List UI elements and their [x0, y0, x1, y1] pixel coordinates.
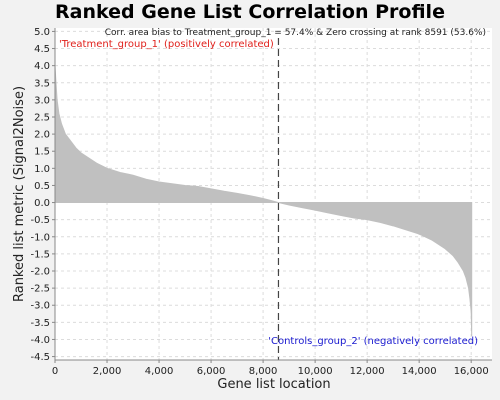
positive-label: 'Treatment_group_1' (positively correlat… [59, 39, 274, 50]
x-tick-label: 6,000 [197, 366, 226, 377]
y-tick-label: -3.0 [30, 301, 50, 312]
x-tick-label: 2,000 [93, 366, 122, 377]
x-tick-label: 4,000 [145, 366, 174, 377]
x-tick-label: 10,000 [298, 366, 333, 377]
y-tick-label: 1.5 [34, 147, 50, 158]
x-tick-label: 12,000 [350, 366, 385, 377]
y-tick-label: -3.5 [30, 318, 50, 329]
y-tick-label: 3.0 [34, 95, 50, 106]
y-tick-label: -2.5 [30, 284, 50, 295]
y-tick-label: -0.5 [30, 215, 50, 226]
y-tick-label: -4.0 [30, 335, 50, 346]
y-tick-label: 2.0 [34, 130, 50, 141]
x-ticks: 0 2,000 4,000 6,000 8,000 10,000 12,000 14,000 1… [52, 360, 489, 377]
x-tick-label: 16,000 [454, 366, 489, 377]
y-ticks: 5.0 4.5 4.0 3.5 3.0 2.5 2.0 1.5 1.0 0.5 0.0 -0.5 -1.… [30, 27, 55, 363]
y-tick-label: -2.0 [30, 267, 50, 278]
y-tick-label: 0.0 [34, 198, 50, 209]
y-tick-label: 4.0 [34, 61, 50, 72]
y-tick-label: -4.5 [30, 352, 50, 363]
y-tick-label: -1.5 [30, 249, 50, 260]
y-tick-label: 5.0 [34, 27, 50, 38]
negative-label: 'Controls_group_2' (negatively correlate… [268, 336, 478, 347]
correlation-area [54, 65, 473, 337]
x-axis-label: Gene list location [217, 377, 330, 392]
y-tick-label: 3.5 [34, 78, 50, 89]
y-tick-label: 4.5 [34, 44, 50, 55]
bias-annotation: Corr. area bias to Treatment_group_1 = 5… [105, 28, 486, 38]
y-axis-label: Ranked list metric (Signal2Noise) [12, 86, 27, 302]
x-tick-label: 14,000 [402, 366, 437, 377]
chart-title: Ranked Gene List Correlation Profile [55, 1, 445, 23]
x-tick-label: 0 [52, 366, 58, 377]
y-tick-label: -1.0 [30, 232, 50, 243]
y-tick-label: 1.0 [34, 164, 50, 175]
x-tick-label: 8,000 [249, 366, 278, 377]
y-tick-label: 2.5 [34, 112, 50, 123]
y-tick-label: 0.5 [34, 181, 50, 192]
